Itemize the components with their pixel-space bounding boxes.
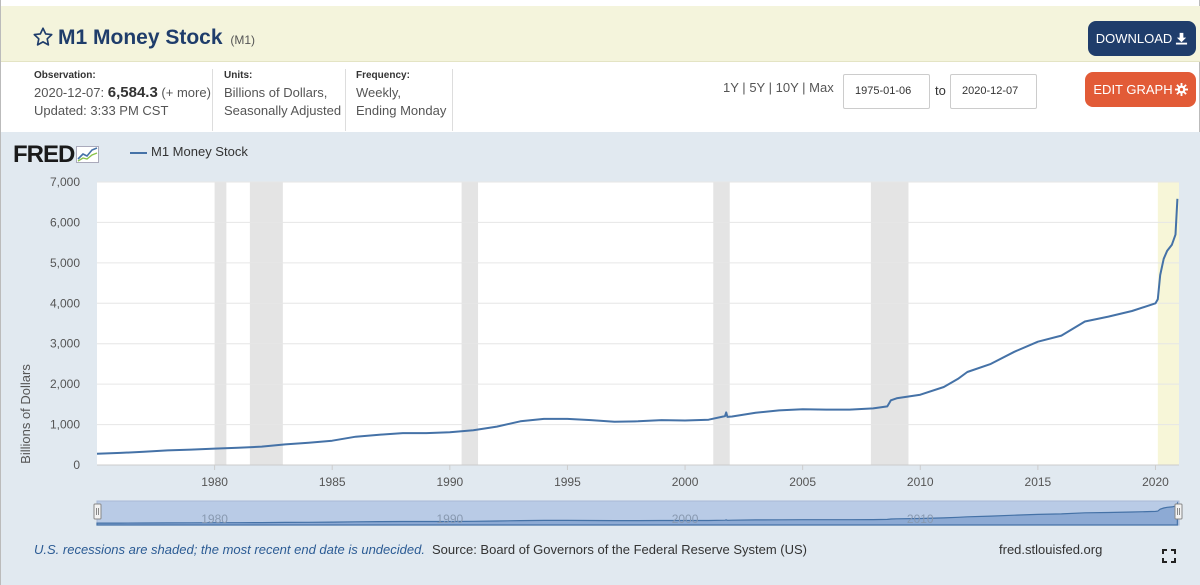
fullscreen-icon[interactable]	[1162, 549, 1176, 563]
frequency-label: Frequency:	[356, 70, 410, 81]
navigator-series	[96, 501, 1179, 526]
source-text: Source: Board of Governors of the Federa…	[432, 542, 807, 557]
recession-band	[249, 182, 283, 465]
divider	[212, 69, 213, 131]
x-tick-label: 2000	[672, 475, 699, 489]
units-label: Units:	[224, 70, 253, 81]
observation-date: 2020-12-07:	[34, 85, 105, 100]
navigator-handle[interactable]	[93, 503, 102, 520]
range-separator: |	[768, 80, 772, 95]
x-tick-label: 1985	[319, 475, 346, 489]
navigator-label: 1980	[201, 512, 228, 526]
series-code: (M1)	[230, 33, 256, 47]
x-tick-label: 2005	[789, 475, 816, 489]
page-title: M1 Money Stock (M1)	[58, 26, 255, 50]
range-separator: |	[742, 80, 746, 95]
navigator-handle[interactable]	[1174, 503, 1183, 520]
divider	[345, 69, 346, 131]
series-title: M1 Money Stock	[58, 26, 223, 49]
range-5y-button[interactable]: 5Y	[749, 80, 765, 95]
y-axis-label: Billions of Dollars	[18, 364, 33, 464]
recession-band	[870, 182, 909, 465]
star-icon[interactable]	[32, 26, 54, 48]
series-line	[96, 198, 1179, 455]
recession-band	[461, 182, 479, 465]
fred-logo: FRED	[13, 141, 100, 169]
download-label: DOWNLOAD	[1095, 31, 1173, 46]
y-tick-label: 0	[73, 458, 80, 472]
frequency-block: Frequency: Weekly, Ending Monday	[356, 70, 446, 120]
fred-url-link[interactable]: fred.stlouisfed.org	[999, 542, 1103, 557]
navigator-label: 1990	[436, 512, 463, 526]
observation-label: Observation:	[34, 70, 96, 81]
series-meta: Observation: 2020-12-07: 6,584.3 (+ more…	[1, 64, 1200, 132]
recession-band	[713, 182, 730, 465]
y-tick-label: 2,000	[50, 377, 80, 391]
navigator-label: 2000	[672, 512, 699, 526]
x-tick-label: 2020	[1142, 475, 1169, 489]
divider	[452, 69, 453, 131]
undecided-band	[1157, 182, 1179, 465]
series-header: M1 Money Stock (M1) DOWNLOAD	[1, 6, 1200, 62]
frequency-line-2: Ending Monday	[356, 103, 447, 118]
x-tick-label: 2010	[907, 475, 934, 489]
chart: 0 1,000 2,000 3,000 4,000 5,000 6,000 7,000 198…	[18, 175, 1183, 526]
units-line-2: Seasonally Adjusted	[224, 103, 342, 118]
observation-value: 6,584.3	[107, 84, 158, 101]
fred-chart-icon	[76, 146, 100, 163]
gear-icon	[1174, 83, 1188, 96]
frequency-line-1: Weekly,	[356, 85, 402, 100]
edit-graph-button[interactable]: EDIT GRAPH	[1085, 72, 1196, 107]
units-block: Units: Billions of Dollars, Seasonally A…	[224, 70, 341, 120]
recession-band	[214, 182, 227, 465]
x-tick-label: 1990	[436, 475, 463, 489]
y-tick-label: 7,000	[50, 175, 80, 189]
edit-graph-label: EDIT GRAPH	[1093, 82, 1173, 97]
fred-brand: FRED	[13, 141, 75, 168]
to-label: to	[935, 83, 946, 98]
y-tick-label: 4,000	[50, 296, 80, 310]
updated-time: Updated: 3:33 PM CST	[34, 103, 169, 118]
range-selector: 1Y | 5Y | 10Y | Max	[723, 80, 834, 95]
chart-panel: 0 1,000 2,000 3,000 4,000 5,000 6,000 7,000 198…	[1, 132, 1200, 585]
range-separator: |	[802, 80, 806, 95]
y-tick-label: 3,000	[50, 337, 80, 351]
units-line-1: Billions of Dollars,	[224, 85, 328, 100]
y-tick-label: 5,000	[50, 256, 80, 270]
download-icon	[1176, 32, 1188, 45]
x-tick-label: 1995	[554, 475, 581, 489]
legend-swatch	[130, 152, 147, 154]
start-date-input[interactable]: 1975-01-06	[843, 74, 930, 109]
range-max-button[interactable]: Max	[809, 80, 834, 95]
range-10y-button[interactable]: 10Y	[775, 80, 799, 95]
observation-block: Observation: 2020-12-07: 6,584.3 (+ more…	[34, 70, 211, 120]
y-tick-label: 1,000	[50, 418, 80, 432]
y-tick-label: 6,000	[50, 215, 80, 229]
navigator-label: 2010	[907, 512, 934, 526]
x-tick-label: 1980	[201, 475, 228, 489]
end-date-input[interactable]: 2020-12-07	[950, 74, 1037, 109]
download-button[interactable]: DOWNLOAD	[1088, 21, 1196, 56]
legend-entry[interactable]: M1 Money Stock	[151, 144, 248, 159]
recession-note: U.S. recessions are shaded; the most rec…	[34, 542, 425, 557]
more-link[interactable]: (+ more)	[161, 85, 211, 100]
range-1y-button[interactable]: 1Y	[723, 80, 739, 95]
x-tick-label: 2015	[1025, 475, 1052, 489]
